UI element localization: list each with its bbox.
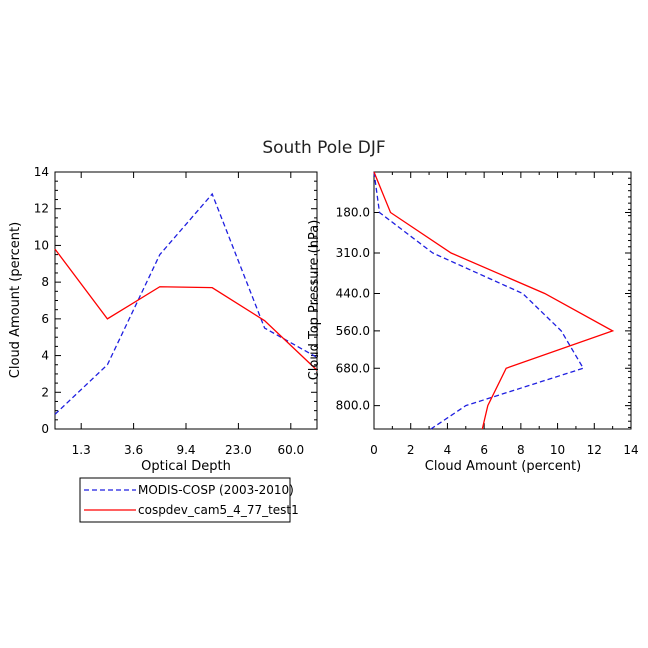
right-ticks: 0 2 4 6 8 10 12 14 180.0 310.0 440.0 560.0 680.0 800.… [336,172,639,457]
right-y-tick-label: 440.0 [336,286,370,300]
right-series-line-0 [373,171,585,430]
right-y-tick-label: 800.0 [336,399,370,413]
left-y-tick-label: 8 [41,275,49,289]
right-y-tick-label: 310.0 [336,246,370,260]
right-x-tick-label: 10 [550,443,565,457]
right-x-tick-label: 12 [587,443,602,457]
left-y-tick-label: 4 [41,349,49,363]
right-panel: 0 2 4 6 8 10 12 14 180.0 310.0 440.0 560.0 680.0 800.… [307,171,639,474]
left-y-tick-label: 14 [34,165,49,179]
left-ticks: 0 2 4 6 8 10 12 14 1.3 3.6 9.4 23.0 60.0 [34,165,317,457]
legend-label-modis: MODIS-COSP (2003-2010) [138,483,294,497]
left-series-lines [54,192,318,415]
left-x-axis-label: Optical Depth [141,459,231,474]
right-y-tick-label: 560.0 [336,324,370,338]
right-series-lines [373,171,615,430]
left-series-line-1 [54,248,318,371]
right-plot-frame [373,171,632,430]
right-x-tick-label: 4 [444,443,452,457]
left-x-tick-label: 9.4 [176,443,195,457]
right-y-tick-label: 180.0 [336,205,370,219]
legend-box [79,477,291,523]
left-y-tick-label: 10 [34,238,49,252]
right-y-tick-label: 680.0 [336,361,370,375]
left-y-tick-label: 2 [41,385,49,399]
legend: MODIS-COSP (2003-2010) cospdev_cam5_4_77… [79,477,299,523]
left-y-tick-label: 0 [41,422,49,436]
left-x-tick-label: 3.6 [124,443,143,457]
right-x-axis-label: Cloud Amount (percent) [425,459,581,474]
left-y-tick-label: 12 [34,202,49,216]
right-x-tick-label: 2 [407,443,415,457]
right-x-tick-label: 6 [480,443,488,457]
left-y-tick-label: 6 [41,312,49,326]
right-x-tick-label: 8 [517,443,525,457]
left-x-tick-label: 60.0 [277,443,304,457]
left-series-line-0 [54,192,318,415]
left-panel: 0 2 4 6 8 10 12 14 1.3 3.6 9.4 23.0 60.0 Optical Dep… [8,165,318,474]
left-x-tick-label: 23.0 [225,443,252,457]
right-y-axis-label: Cloud Top Pressure (hPa) [307,220,322,381]
right-x-tick-label: 0 [370,443,378,457]
left-y-axis-label: Cloud Amount (percent) [8,222,23,378]
left-x-tick-label: 1.3 [72,443,91,457]
right-x-tick-label: 14 [623,443,638,457]
legend-label-cospdev: cospdev_cam5_4_77_test1 [138,503,299,517]
right-series-line-1 [373,171,615,430]
figure-title: South Pole DJF [262,138,385,158]
